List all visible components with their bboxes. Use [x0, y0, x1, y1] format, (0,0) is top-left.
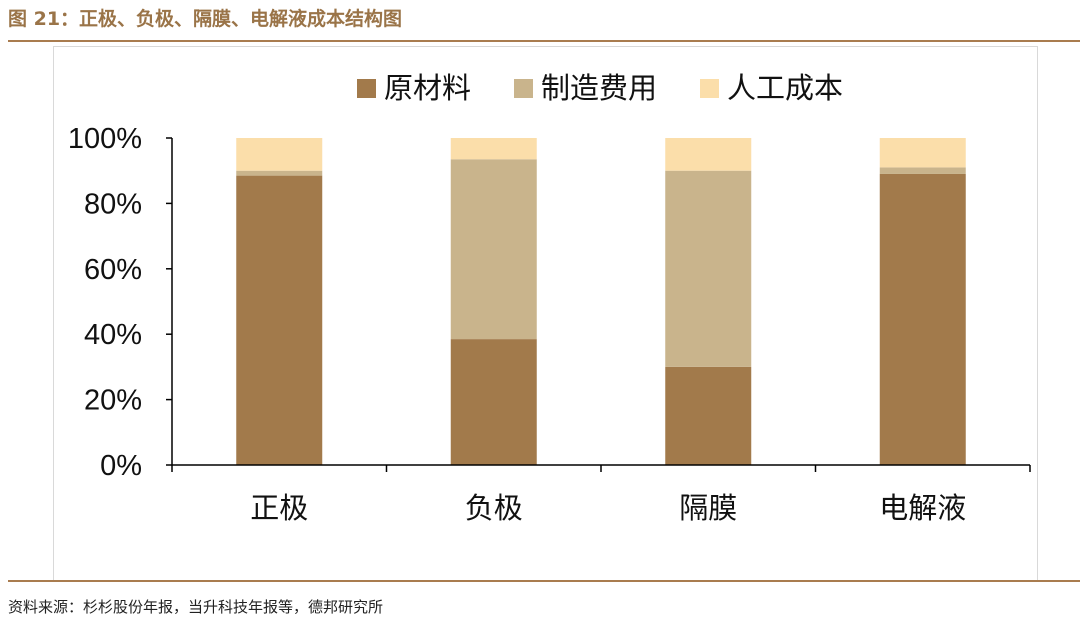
x-tick-label: 电解液: [879, 491, 966, 525]
y-tick-label: 20%: [84, 385, 142, 417]
x-axis: 正极 负极 隔膜 电解液: [171, 464, 1031, 525]
legend-label: 原材料: [384, 71, 471, 105]
bar-labor-2: [450, 138, 537, 160]
bar-raw-material-4: [879, 173, 966, 465]
legend-swatch: [357, 79, 376, 98]
bar-labor-4: [879, 138, 966, 168]
legend-label: 人工成本: [727, 71, 843, 105]
bar-raw-material-3: [665, 366, 752, 465]
legend-label: 制造费用: [541, 71, 657, 105]
x-tick-label: 隔膜: [679, 491, 737, 525]
bar-manufacturing-3: [665, 170, 752, 367]
y-tick-label: 0%: [100, 450, 142, 482]
bar-manufacturing-2: [450, 159, 537, 340]
bar-manufacturing-1: [236, 170, 323, 176]
source-note: 资料来源：杉杉股份年报，当升科技年报等，德邦研究所: [8, 598, 384, 616]
y-tick-label: 100%: [68, 123, 142, 155]
y-tick-label: 80%: [84, 188, 142, 220]
bar-labor-3: [665, 138, 752, 171]
x-tick-label: 负极: [465, 491, 523, 525]
top-rule: [8, 40, 1080, 42]
bars: [236, 138, 966, 466]
legend-swatch: [700, 79, 719, 98]
figure-title: 图 21：正极、负极、隔膜、电解液成本结构图: [8, 8, 403, 30]
x-tick-label: 正极: [250, 491, 308, 525]
bar-labor-1: [236, 138, 323, 171]
bar-raw-material-2: [450, 339, 537, 465]
legend-swatch: [514, 79, 533, 98]
bottom-rule: [8, 580, 1080, 582]
y-tick-label: 60%: [84, 254, 142, 286]
y-tick-label: 40%: [84, 319, 142, 351]
bar-manufacturing-4: [879, 167, 966, 174]
chart-frame: [53, 46, 1038, 582]
y-axis: 0% 20% 40% 60% 80% 100%: [68, 123, 173, 482]
legend: 原材料 制造费用 人工成本: [357, 71, 843, 105]
bar-raw-material-1: [236, 175, 323, 466]
